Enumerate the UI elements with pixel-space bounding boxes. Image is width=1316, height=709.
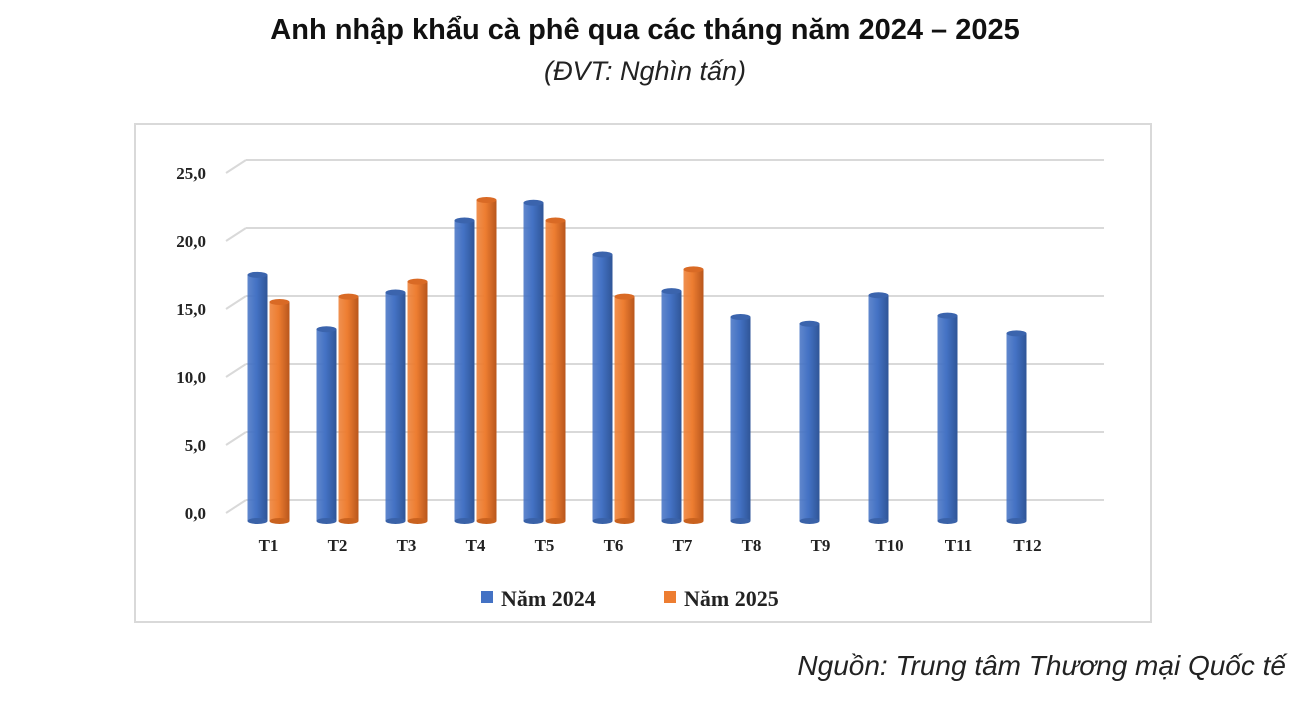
gridline-diagonal [225, 363, 247, 378]
bar-năm-2024-t5 [523, 202, 544, 521]
bar-top [730, 314, 751, 320]
bar-top [316, 326, 337, 333]
x-tick-label: T10 [875, 536, 903, 555]
bar-năm-2024-t4 [454, 220, 475, 521]
x-tick-label: T5 [535, 536, 555, 555]
bar-base [476, 518, 497, 524]
gridline-diagonal [225, 295, 247, 310]
gridline-diagonal [225, 159, 247, 174]
bar-chart: 0,0 5,0 10,0 15,0 20,0 25,0 T1 T2 T3 T4 T5 T6 T7 T8 T9… [176, 159, 1104, 611]
bar-base [937, 518, 958, 524]
bar-top [799, 320, 820, 327]
bar-năm-2024-t1 [247, 274, 268, 521]
bar-năm-2025-t4 [476, 200, 497, 521]
legend-swatch [481, 591, 493, 603]
y-tick-label: 5,0 [185, 436, 206, 455]
bar-top [269, 299, 290, 306]
page-title: Anh nhập khẩu cà phê qua các tháng năm 2… [270, 14, 1020, 46]
y-tick-label: 25,0 [176, 164, 206, 183]
bar-base [385, 518, 406, 524]
bar-năm-2024-t3 [385, 292, 406, 521]
bar-top [868, 292, 889, 299]
bar-base [407, 518, 428, 524]
bar-base [661, 518, 682, 524]
bar-năm-2025-t2 [338, 296, 359, 521]
legend-label: Năm 2024 [501, 586, 596, 611]
bar-năm-2025-t6 [614, 296, 635, 521]
bar-top [614, 293, 635, 300]
x-tick-label: T6 [604, 536, 624, 555]
bar-base [614, 518, 635, 524]
bar-base [683, 518, 704, 524]
bar-top [683, 266, 704, 273]
gridline-diagonal [225, 227, 247, 242]
bar-top [247, 271, 268, 278]
y-tick-label: 10,0 [176, 368, 206, 387]
legend-swatch [664, 591, 676, 603]
x-tick-label: T12 [1013, 536, 1041, 555]
bar-base [454, 518, 475, 524]
x-tick-label: T7 [673, 536, 693, 555]
bar-top [523, 199, 544, 206]
x-tick-label: T3 [397, 536, 417, 555]
unit-subtitle: (ĐVT: Nghìn tấn) [543, 56, 747, 86]
bar-năm-2024-t9 [799, 323, 820, 521]
bar-năm-2024-t2 [316, 329, 337, 521]
bar-base [868, 518, 889, 524]
bar-top [476, 197, 497, 204]
bar-top [407, 278, 428, 285]
bar-base [247, 518, 268, 524]
x-tick-label: T8 [742, 536, 762, 555]
y-tick-label: 20,0 [176, 232, 206, 251]
chart-frame: 0,0 5,0 10,0 15,0 20,0 25,0 T1 T2 T3 T4 T5 T6 T7 T8 T9… [134, 123, 1152, 623]
bar-base [730, 518, 751, 524]
gridline-diagonal [225, 499, 247, 514]
bar-base [1006, 518, 1027, 524]
bar-top [385, 289, 406, 296]
bar-năm-2024-t8 [730, 317, 751, 521]
bar-base [316, 518, 337, 524]
bar-top [338, 293, 359, 300]
bar-base [592, 518, 613, 524]
gridline-diagonal [225, 431, 247, 446]
bar-năm-2025-t7 [683, 269, 704, 521]
bar-top [545, 217, 566, 224]
x-tick-label: T2 [328, 536, 348, 555]
bar-base [799, 518, 820, 524]
bar-năm-2024-t7 [661, 291, 682, 521]
source-note: Nguồn: Trung tâm Thương mại Quốc tế [797, 650, 1286, 681]
bar-base [545, 518, 566, 524]
x-tick-label: T11 [945, 536, 972, 555]
y-tick-label: 0,0 [185, 504, 206, 523]
x-tick-label: T1 [259, 536, 279, 555]
bar-năm-2024-t11 [937, 315, 958, 521]
bar-năm-2025-t5 [545, 220, 566, 521]
bar-top [937, 312, 958, 319]
bar-top [1006, 330, 1027, 337]
bar-top [592, 251, 613, 258]
bar-base [338, 518, 359, 524]
bar-năm-2025-t3 [407, 281, 428, 521]
bar-năm-2024-t12 [1006, 333, 1027, 521]
legend-label: Năm 2025 [684, 586, 779, 611]
bar-năm-2024-t10 [868, 295, 889, 521]
bar-top [661, 288, 682, 295]
x-tick-label: T9 [811, 536, 831, 555]
bar-base [269, 518, 290, 524]
bar-top [454, 217, 475, 224]
bar-năm-2025-t1 [269, 302, 290, 521]
y-tick-label: 15,0 [176, 300, 206, 319]
bar-năm-2024-t6 [592, 254, 613, 521]
bar-base [523, 518, 544, 524]
x-tick-label: T4 [466, 536, 486, 555]
